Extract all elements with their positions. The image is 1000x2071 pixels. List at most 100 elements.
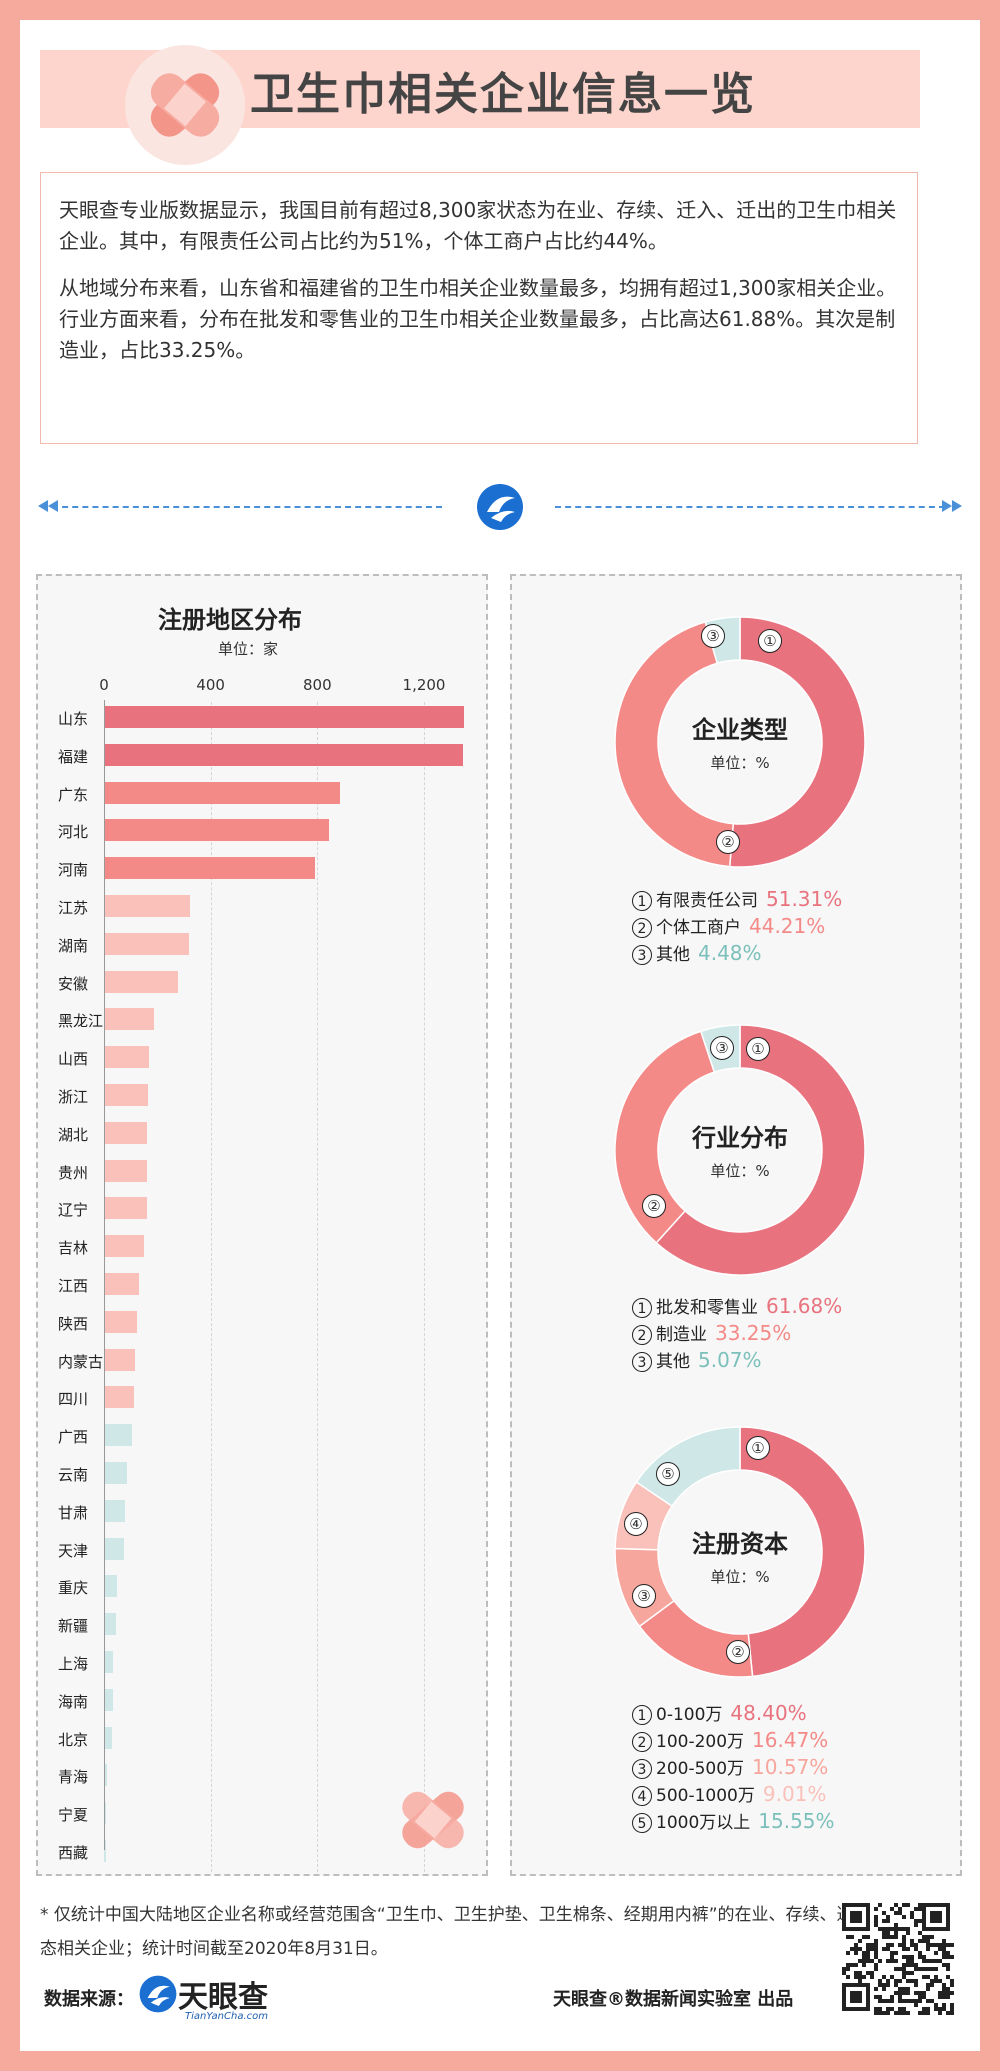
legend-item: 2 100-200万 16.47%: [632, 1727, 828, 1752]
gridline: [424, 702, 425, 1872]
legend-label: 0-100万: [656, 1705, 723, 1725]
divider-left: [52, 506, 442, 508]
footnote: * 仅统计中国大陆地区企业名称或经营范围含“卫生巾、卫生护垫、卫生棉条、经期用内…: [40, 1905, 939, 1959]
legend-label: 个体工商户: [656, 918, 741, 938]
legend-marker: 2: [632, 1732, 652, 1752]
category-label: 河北: [58, 823, 89, 842]
legend-value: 51.31%: [766, 887, 843, 911]
bar-chart-unit: 单位：家: [218, 640, 279, 658]
category-label: 宁夏: [58, 1806, 89, 1825]
bar: [104, 1651, 114, 1673]
bar: [104, 1575, 118, 1598]
bar: [104, 1499, 125, 1522]
legend-marker: 3: [632, 1759, 652, 1779]
category-label: 西藏: [58, 1844, 89, 1862]
page-title: 卫生巾相关企业信息一览: [250, 69, 756, 120]
category-label: 新疆: [58, 1617, 89, 1636]
slice-marker: ②: [716, 830, 740, 854]
bar-chart-title: 注册地区分布: [158, 606, 302, 634]
legend-item: 2 个体工商户 44.21%: [632, 913, 825, 938]
donut-1-unit: 单位：%: [710, 754, 770, 772]
bar: [104, 1046, 150, 1069]
legend-marker: 3: [632, 1352, 652, 1372]
bar: [104, 857, 315, 880]
category-label: 湖南: [58, 936, 89, 955]
bar: [104, 895, 190, 917]
x-tick-label: 800: [303, 676, 332, 694]
bar: [104, 1840, 106, 1862]
slice-marker: ①: [758, 629, 782, 653]
bar: [104, 1273, 139, 1295]
donut-2-title: 行业分布: [692, 1124, 788, 1152]
bar: [104, 1235, 144, 1258]
source-label: 数据来源：: [44, 1989, 134, 2010]
category-label: 江苏: [58, 899, 89, 917]
tianyancha-brand-icon: [139, 1975, 177, 2013]
legend-label: 200-500万: [656, 1759, 745, 1779]
bar: [104, 1802, 106, 1825]
legend-label: 其他: [656, 945, 690, 965]
bar: [104, 743, 463, 766]
bar: [104, 1386, 134, 1409]
donut-slice: [728, 616, 866, 868]
slice-marker: ②: [726, 1640, 750, 1664]
legend-label: 1000万以上: [656, 1813, 751, 1833]
category-label: 甘肃: [58, 1503, 89, 1522]
bar: [104, 1462, 127, 1484]
legend-label: 批发和零售业: [656, 1298, 758, 1318]
slice-marker: ③: [710, 1036, 734, 1060]
category-label: 陕西: [58, 1314, 89, 1333]
category-label: 广东: [58, 785, 89, 804]
legend-value: 9.01%: [762, 1782, 827, 1806]
bar: [104, 1613, 116, 1636]
donut-1-title: 企业类型: [692, 716, 788, 744]
category-label: 浙江: [58, 1088, 89, 1106]
category-label: 河南: [58, 861, 89, 880]
category-label: 四川: [58, 1390, 89, 1409]
bar: [104, 1424, 132, 1447]
bar: [104, 781, 340, 804]
bar: [104, 1688, 113, 1711]
slice-marker: ②: [642, 1194, 666, 1218]
legend-marker: 3: [632, 945, 652, 965]
legend-item: 5 1000万以上 15.55%: [632, 1808, 835, 1833]
bandage-logo: [125, 45, 245, 165]
category-label: 上海: [58, 1655, 89, 1673]
donut-slice: [739, 1426, 866, 1678]
legend-marker: 2: [632, 1325, 652, 1345]
category-label: 重庆: [58, 1579, 89, 1598]
category-label: 江西: [58, 1277, 89, 1295]
legend-value: 44.21%: [749, 914, 826, 938]
category-label: 湖北: [58, 1125, 89, 1144]
slice-marker: ①: [746, 1037, 770, 1061]
slice-marker: ⑤: [656, 1462, 680, 1486]
bar: [104, 1121, 148, 1144]
credit-line: 天眼查®数据新闻实验室 出品: [553, 1989, 794, 2010]
divider-right: [555, 506, 945, 508]
category-label: 吉林: [58, 1239, 89, 1258]
bar: [104, 1537, 124, 1560]
category-label: 山东: [58, 710, 89, 728]
legend-label: 100-200万: [656, 1732, 745, 1752]
slice-marker: ④: [624, 1512, 648, 1536]
legend-marker: 2: [632, 918, 652, 938]
legend-marker: 1: [632, 891, 652, 911]
legend-item: 1 有限责任公司 51.31%: [632, 886, 842, 911]
legend-value: 33.25%: [715, 1321, 792, 1345]
legend-label: 制造业: [656, 1325, 707, 1345]
qr-code-icon: [842, 1903, 954, 2015]
intro-box: 天眼查专业版数据显示，我国目前有超过8,300家状态为在业、存续、迁入、迁出的卫…: [40, 172, 918, 444]
bar: [104, 970, 178, 993]
legend-item: 3 200-500万 10.57%: [632, 1754, 828, 1779]
legend-label: 有限责任公司: [656, 891, 758, 911]
bar: [104, 1726, 112, 1749]
legend-item: 1 批发和零售业 61.68%: [632, 1293, 842, 1318]
donut-3-unit: 单位：%: [710, 1568, 770, 1586]
donut-2-unit: 单位：%: [710, 1162, 770, 1180]
bar: [104, 706, 464, 728]
slice-marker: ③: [632, 1584, 656, 1608]
qr-code[interactable]: [842, 1903, 954, 2015]
legend-marker: 1: [632, 1298, 652, 1318]
bar: [104, 819, 330, 842]
x-tick-label: 0: [99, 676, 109, 694]
